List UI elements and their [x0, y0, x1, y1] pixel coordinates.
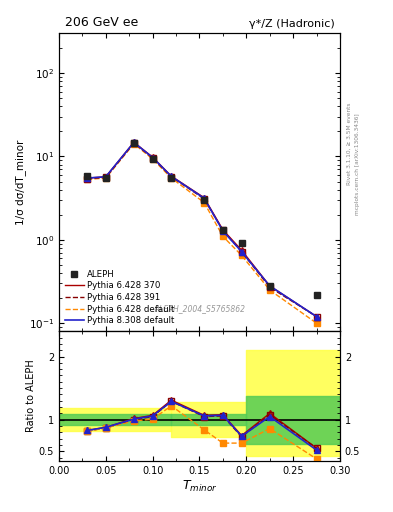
Text: 206 GeV ee: 206 GeV ee — [64, 16, 138, 29]
ALEPH — [103, 175, 108, 181]
Text: Rivet 3.1.10, ≥ 3.5M events: Rivet 3.1.10, ≥ 3.5M events — [347, 102, 352, 185]
Line: Pythia 6.428 default: Pythia 6.428 default — [87, 144, 316, 323]
Pythia 6.428 391 — [202, 196, 206, 202]
Pythia 6.428 370 — [85, 175, 90, 181]
Pythia 6.428 default — [85, 176, 90, 182]
ALEPH — [202, 197, 206, 203]
Pythia 6.428 391 — [103, 175, 108, 181]
Pythia 6.428 391 — [239, 249, 244, 255]
Text: γ*/Z (Hadronic): γ*/Z (Hadronic) — [249, 19, 334, 29]
Pythia 6.428 370 — [202, 195, 206, 201]
Pythia 6.428 default — [169, 175, 174, 181]
Pythia 6.428 default — [220, 233, 225, 240]
Pythia 6.428 370 — [267, 283, 272, 289]
Pythia 6.428 370 — [220, 227, 225, 233]
Pythia 8.308 default — [132, 139, 136, 145]
Pythia 6.428 default — [202, 200, 206, 206]
Pythia 8.308 default — [239, 249, 244, 255]
Legend: ALEPH, Pythia 6.428 370, Pythia 6.428 391, Pythia 6.428 default, Pythia 8.308 de: ALEPH, Pythia 6.428 370, Pythia 6.428 39… — [63, 268, 176, 327]
Pythia 6.428 370 — [314, 313, 319, 319]
Pythia 6.428 391 — [150, 155, 155, 161]
Pythia 6.428 default — [267, 287, 272, 293]
ALEPH — [132, 140, 136, 146]
Text: mcplots.cern.ch [arXiv:1306.3436]: mcplots.cern.ch [arXiv:1306.3436] — [355, 113, 360, 215]
Pythia 8.308 default — [220, 228, 225, 234]
Line: Pythia 6.428 391: Pythia 6.428 391 — [87, 143, 316, 316]
Pythia 8.308 default — [314, 313, 319, 319]
Pythia 6.428 370 — [132, 139, 136, 145]
Pythia 6.428 370 — [169, 173, 174, 179]
Pythia 6.428 370 — [150, 154, 155, 160]
Pythia 6.428 default — [314, 320, 319, 326]
Pythia 6.428 370 — [239, 247, 244, 253]
Pythia 8.308 default — [85, 175, 90, 181]
ALEPH — [85, 173, 90, 179]
ALEPH — [267, 283, 272, 289]
Pythia 8.308 default — [169, 174, 174, 180]
Pythia 6.428 default — [132, 141, 136, 147]
ALEPH — [314, 291, 319, 297]
Line: ALEPH: ALEPH — [84, 140, 320, 298]
Y-axis label: Ratio to ALEPH: Ratio to ALEPH — [26, 359, 36, 433]
Pythia 8.308 default — [103, 174, 108, 180]
Text: ALEPH_2004_S5765862: ALEPH_2004_S5765862 — [154, 304, 245, 313]
Pythia 6.428 391 — [132, 140, 136, 146]
X-axis label: $T_{minor}$: $T_{minor}$ — [182, 478, 217, 494]
Line: Pythia 6.428 370: Pythia 6.428 370 — [87, 142, 316, 316]
ALEPH — [150, 156, 155, 162]
ALEPH — [239, 240, 244, 246]
ALEPH — [169, 175, 174, 181]
Pythia 6.428 default — [239, 252, 244, 259]
Pythia 6.428 default — [103, 175, 108, 181]
Pythia 8.308 default — [267, 283, 272, 289]
Pythia 6.428 391 — [169, 174, 174, 180]
ALEPH — [220, 227, 225, 233]
Pythia 6.428 391 — [267, 284, 272, 290]
Pythia 8.308 default — [202, 195, 206, 201]
Pythia 6.428 391 — [314, 313, 319, 319]
Pythia 6.428 370 — [103, 174, 108, 180]
Pythia 8.308 default — [150, 155, 155, 161]
Pythia 6.428 391 — [85, 176, 90, 182]
Line: Pythia 8.308 default: Pythia 8.308 default — [87, 142, 316, 316]
Y-axis label: 1/σ dσ/dT_minor: 1/σ dσ/dT_minor — [15, 140, 26, 225]
Pythia 6.428 default — [150, 156, 155, 162]
Pythia 6.428 391 — [220, 227, 225, 233]
